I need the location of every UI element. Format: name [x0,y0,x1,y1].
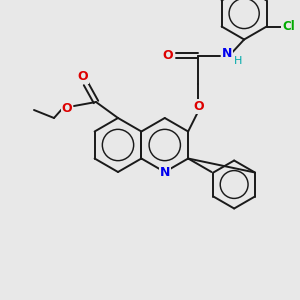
Text: N: N [160,167,170,179]
Text: Cl: Cl [282,20,295,33]
Text: H: H [234,56,242,65]
Text: O: O [163,49,173,62]
Text: N: N [222,47,232,60]
Text: O: O [194,100,205,113]
Text: O: O [62,101,72,115]
Text: O: O [78,70,88,83]
